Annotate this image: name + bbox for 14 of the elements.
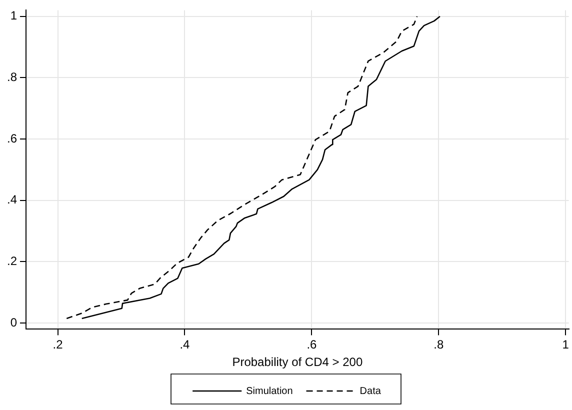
y-tick-label: 0 [10, 315, 18, 330]
legend-label: Data [360, 386, 382, 397]
y-tick-label: .2 [6, 254, 18, 268]
x-tick-label: .2 [52, 338, 64, 352]
x-tick-label: .6 [306, 338, 318, 352]
legend-label: Simulation [246, 386, 293, 397]
x-axis-title: Probability of CD4 > 200 [232, 355, 363, 370]
y-tick-label: 1 [10, 8, 18, 23]
y-tick-label: .6 [6, 131, 18, 146]
x-tick-label: .8 [434, 338, 444, 352]
x-tick-label: .4 [180, 338, 190, 352]
x-tick-label: 1 [562, 338, 570, 352]
y-tick-label: .8 [6, 70, 18, 84]
y-tick-label: .4 [6, 192, 18, 207]
